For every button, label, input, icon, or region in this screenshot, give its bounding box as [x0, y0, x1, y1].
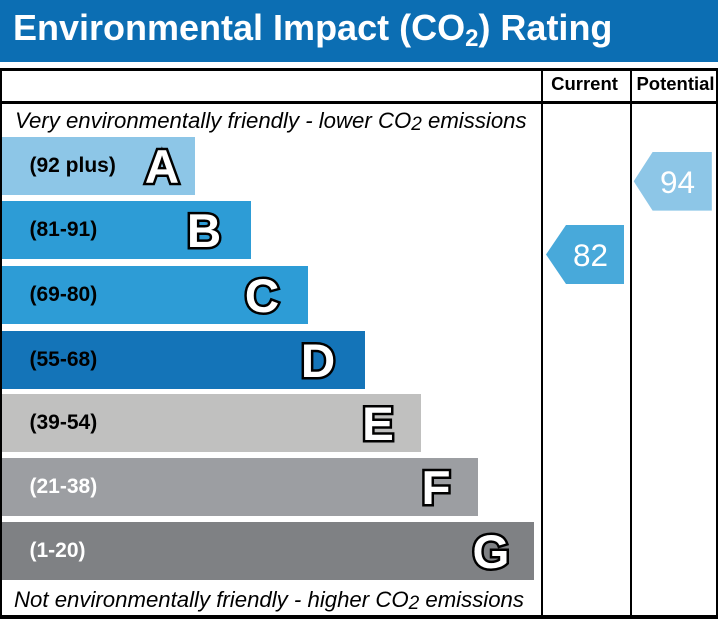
svg-text:D: D [301, 335, 335, 388]
svg-text:A: A [145, 141, 179, 194]
svg-text:F: F [421, 462, 450, 515]
svg-text:82: 82 [573, 237, 608, 273]
svg-text:E: E [362, 398, 394, 451]
svg-text:B: B [187, 205, 221, 258]
svg-text:G: G [473, 526, 510, 579]
svg-text:94: 94 [660, 164, 695, 200]
svg-text:C: C [245, 270, 279, 323]
